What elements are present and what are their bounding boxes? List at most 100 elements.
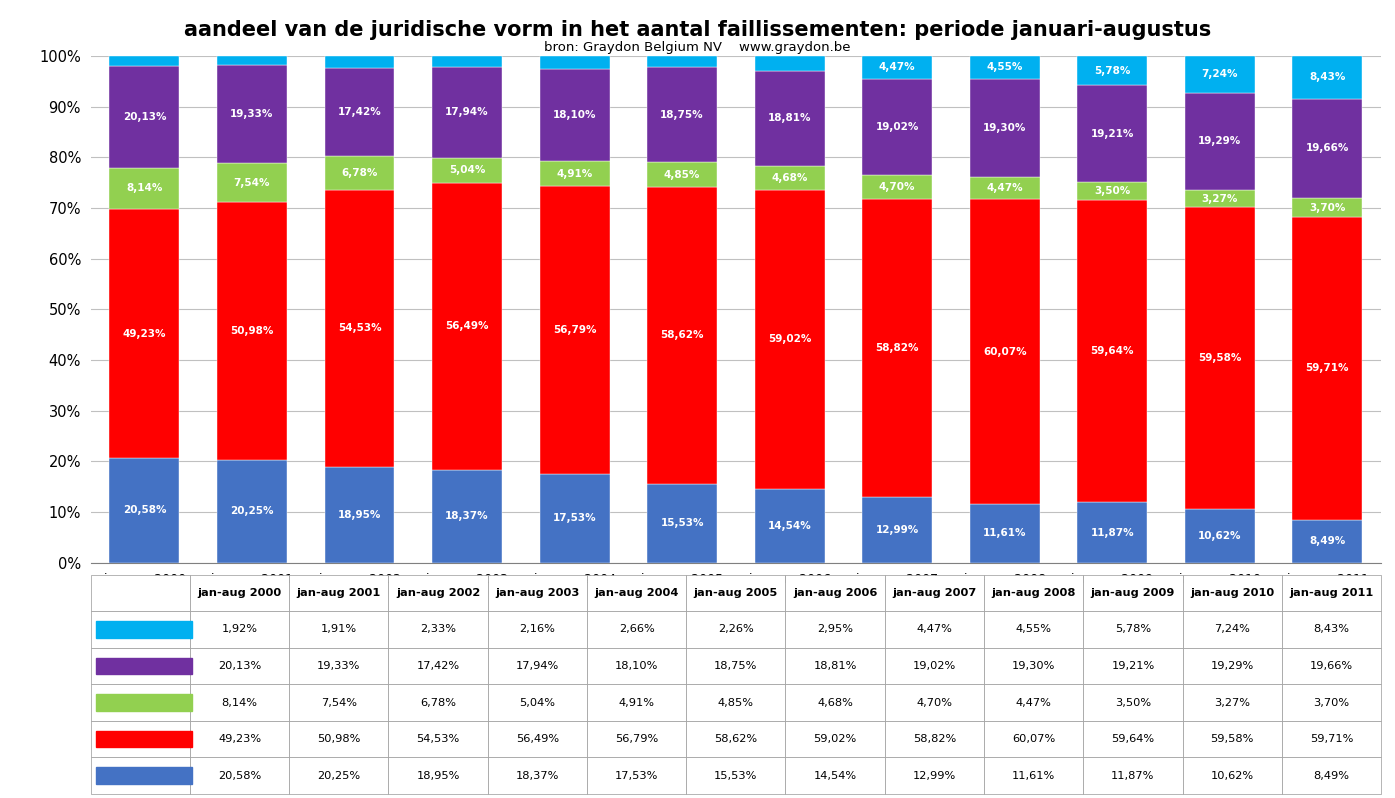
Bar: [1292, 56, 1363, 99]
Text: 5,04%: 5,04%: [449, 165, 485, 176]
Text: 17,94%: 17,94%: [445, 107, 488, 117]
Bar: [109, 56, 180, 65]
Text: 6,78%: 6,78%: [342, 168, 378, 178]
Bar: [1184, 56, 1254, 93]
Bar: [432, 67, 502, 158]
Bar: [647, 484, 717, 563]
Bar: [432, 56, 502, 67]
Bar: [540, 161, 610, 186]
Text: 3,27%: 3,27%: [1201, 194, 1237, 203]
Bar: [432, 184, 502, 469]
Text: 4,91%: 4,91%: [557, 168, 593, 179]
Bar: [1184, 93, 1254, 190]
Bar: [862, 56, 932, 78]
Text: 19,66%: 19,66%: [1306, 144, 1349, 153]
Bar: [647, 67, 717, 162]
Bar: [1292, 198, 1363, 217]
Text: 59,64%: 59,64%: [1091, 346, 1134, 357]
Bar: [755, 166, 824, 190]
FancyBboxPatch shape: [96, 768, 193, 784]
Text: 20,13%: 20,13%: [123, 112, 166, 121]
Bar: [325, 156, 395, 190]
Bar: [1077, 56, 1147, 85]
Text: 15,53%: 15,53%: [660, 518, 704, 528]
Text: 3,50%: 3,50%: [1094, 187, 1130, 196]
Text: 58,62%: 58,62%: [660, 330, 704, 341]
FancyBboxPatch shape: [96, 731, 193, 748]
Bar: [1292, 217, 1363, 519]
Bar: [862, 199, 932, 497]
Bar: [1184, 509, 1254, 563]
Text: 4,47%: 4,47%: [986, 183, 1023, 193]
Bar: [109, 168, 180, 209]
Bar: [755, 190, 824, 489]
Text: 50,98%: 50,98%: [230, 326, 273, 336]
Text: 17,42%: 17,42%: [338, 107, 381, 117]
Bar: [109, 65, 180, 168]
Bar: [970, 56, 1039, 79]
Text: 11,61%: 11,61%: [983, 528, 1027, 538]
Bar: [1292, 519, 1363, 563]
Text: 49,23%: 49,23%: [123, 329, 166, 338]
Bar: [218, 460, 287, 563]
Bar: [325, 68, 395, 156]
Text: 11,87%: 11,87%: [1091, 527, 1134, 538]
Text: 4,55%: 4,55%: [986, 62, 1023, 73]
Text: 7,24%: 7,24%: [1201, 69, 1237, 79]
Bar: [540, 56, 610, 69]
Bar: [540, 474, 610, 563]
Bar: [970, 79, 1039, 176]
Text: 59,71%: 59,71%: [1306, 363, 1349, 373]
Text: 8,49%: 8,49%: [1309, 536, 1345, 546]
Bar: [1184, 207, 1254, 509]
Text: 56,79%: 56,79%: [552, 325, 596, 335]
Text: 19,29%: 19,29%: [1198, 136, 1242, 146]
Bar: [862, 78, 932, 175]
Text: 18,81%: 18,81%: [767, 113, 812, 124]
Text: 59,02%: 59,02%: [767, 334, 812, 345]
Text: 19,21%: 19,21%: [1091, 128, 1134, 139]
Text: 8,43%: 8,43%: [1309, 73, 1345, 82]
Text: 18,75%: 18,75%: [660, 110, 704, 120]
Text: 10,62%: 10,62%: [1198, 531, 1242, 541]
Text: 18,37%: 18,37%: [445, 511, 488, 521]
FancyBboxPatch shape: [96, 694, 193, 711]
Text: 18,95%: 18,95%: [338, 510, 381, 519]
Text: bron: Graydon Belgium NV    www.graydon.be: bron: Graydon Belgium NV www.graydon.be: [544, 41, 851, 54]
Bar: [109, 209, 180, 458]
Bar: [109, 458, 180, 563]
Bar: [755, 71, 824, 166]
Text: aandeel van de juridische vorm in het aantal faillissementen: periode januari-au: aandeel van de juridische vorm in het aa…: [184, 20, 1211, 40]
Bar: [647, 56, 717, 67]
Bar: [1077, 183, 1147, 200]
Bar: [218, 65, 287, 164]
Text: 56,49%: 56,49%: [445, 322, 488, 331]
Text: 4,85%: 4,85%: [664, 169, 700, 180]
Text: 19,30%: 19,30%: [983, 123, 1027, 132]
Bar: [970, 176, 1039, 200]
Bar: [862, 497, 932, 563]
Bar: [1077, 85, 1147, 183]
Text: 5,78%: 5,78%: [1094, 65, 1130, 76]
Bar: [1292, 99, 1363, 198]
Text: 14,54%: 14,54%: [767, 521, 812, 531]
Text: 18,10%: 18,10%: [552, 110, 596, 120]
Text: 58,82%: 58,82%: [876, 342, 919, 353]
Text: 54,53%: 54,53%: [338, 323, 381, 334]
FancyBboxPatch shape: [96, 621, 193, 638]
Text: 59,58%: 59,58%: [1198, 353, 1242, 363]
Text: 20,58%: 20,58%: [123, 505, 166, 516]
Bar: [862, 175, 932, 199]
Text: 8,14%: 8,14%: [127, 184, 163, 193]
Text: 20,25%: 20,25%: [230, 506, 273, 516]
Text: 19,02%: 19,02%: [876, 122, 919, 132]
Bar: [325, 190, 395, 467]
Bar: [540, 69, 610, 161]
FancyBboxPatch shape: [96, 658, 193, 674]
Bar: [647, 187, 717, 484]
Bar: [325, 467, 395, 563]
Text: 17,53%: 17,53%: [552, 513, 597, 523]
Bar: [1184, 190, 1254, 207]
Bar: [432, 469, 502, 563]
Text: 4,70%: 4,70%: [879, 182, 915, 192]
